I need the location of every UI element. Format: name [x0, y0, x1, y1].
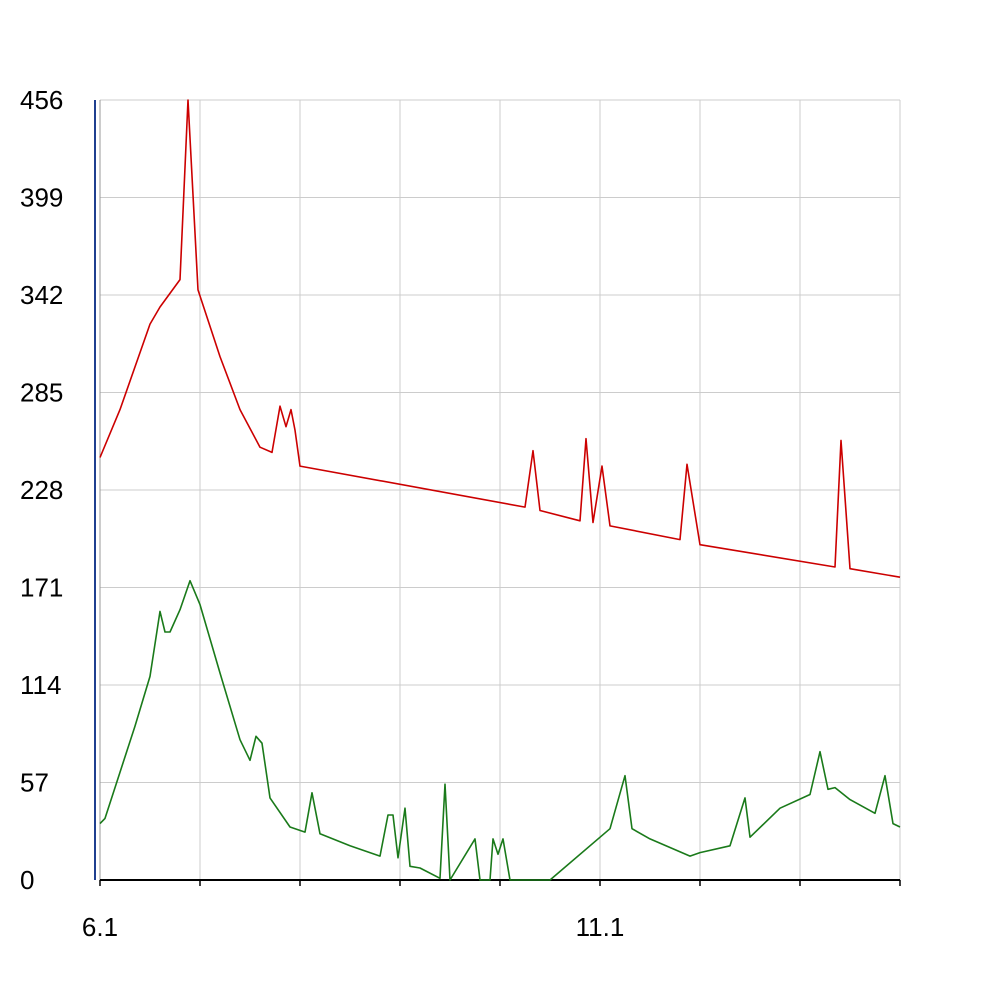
y-tick-label: 0	[20, 865, 34, 895]
x-tick-label: 11.1	[576, 912, 625, 942]
y-tick-label: 399	[20, 183, 63, 213]
tick-labels: 0 57 114 171 228 285 342 399 456 6.1 11.1	[20, 85, 624, 942]
grid	[100, 99, 901, 880]
y-tick-label: 342	[20, 280, 63, 310]
series-line-2	[99, 579, 901, 881]
y-tick-label: 228	[20, 475, 63, 505]
series-group	[99, 99, 901, 881]
y-tick-label: 171	[20, 573, 63, 603]
y-tick-label: 456	[20, 85, 63, 115]
series-line-1	[99, 99, 901, 578]
y-tick-label: 114	[20, 670, 61, 700]
y-tick-label: 285	[20, 378, 63, 408]
x-tick-label: 6.1	[82, 912, 118, 942]
y-tick-label: 57	[20, 768, 49, 798]
axes	[94, 100, 901, 886]
